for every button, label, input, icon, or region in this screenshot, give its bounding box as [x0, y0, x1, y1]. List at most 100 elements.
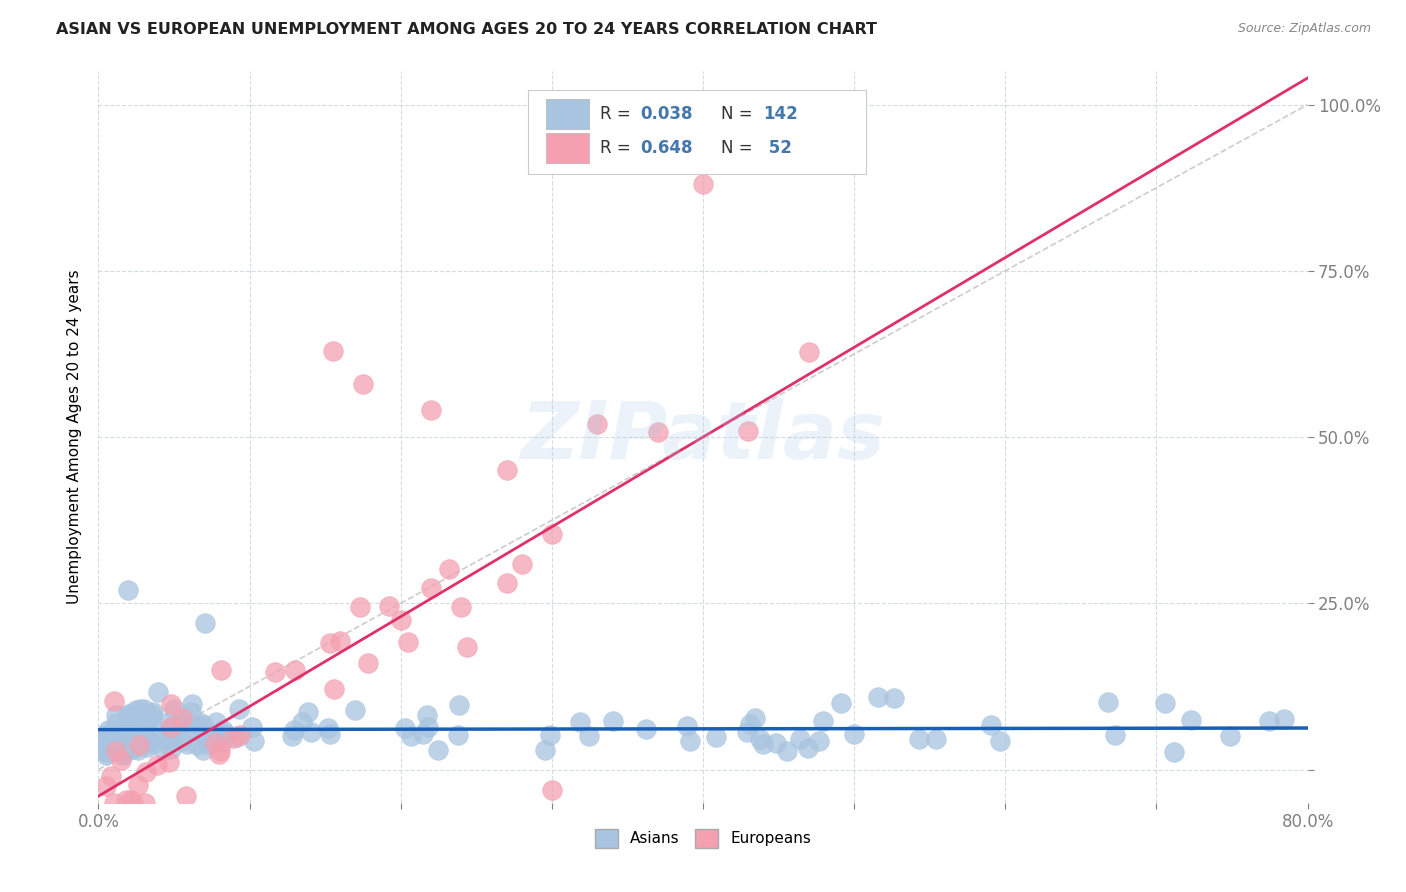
Point [349, 599, 371, 614]
Point [115, 709, 138, 723]
Point [534, 743, 557, 757]
Point [211, 735, 233, 749]
FancyBboxPatch shape [527, 90, 866, 174]
Point [146, 685, 169, 699]
Point [104, 744, 127, 758]
Point [152, 731, 174, 745]
Point [122, 796, 145, 810]
Point [197, 737, 219, 751]
Point [988, 734, 1011, 748]
Point [94, 730, 117, 744]
Point [146, 757, 169, 772]
Point [103, 796, 125, 810]
Point [141, 706, 163, 721]
Point [118, 723, 141, 738]
Point [174, 789, 197, 803]
Point [94, 744, 117, 758]
Point [676, 719, 699, 733]
Point [319, 727, 342, 741]
Point [343, 703, 366, 717]
Point [240, 720, 263, 734]
Point [284, 664, 307, 678]
Legend: Asians, Europeans: Asians, Europeans [589, 822, 817, 854]
Point [104, 716, 127, 731]
Point [134, 735, 156, 749]
Point [883, 691, 905, 706]
Point [225, 730, 247, 744]
Point [399, 729, 422, 743]
Point [495, 576, 517, 591]
Point [215, 727, 238, 741]
Point [141, 737, 163, 751]
Point [127, 743, 149, 757]
Point [135, 711, 157, 725]
Point [204, 736, 226, 750]
Point [1219, 729, 1241, 743]
Point [243, 733, 266, 747]
Point [100, 732, 122, 747]
Point [221, 731, 243, 745]
Point [228, 728, 250, 742]
Point [352, 376, 374, 391]
Point [141, 711, 163, 725]
Point [297, 705, 319, 719]
Point [115, 734, 138, 748]
Point [186, 723, 208, 738]
Point [692, 178, 714, 192]
Point [121, 741, 143, 756]
Point [420, 581, 443, 595]
Point [319, 636, 342, 650]
Point [704, 730, 727, 744]
Text: N =: N = [721, 139, 758, 157]
Point [412, 727, 434, 741]
Text: 0.648: 0.648 [640, 139, 693, 157]
Point [538, 729, 561, 743]
Point [160, 697, 183, 711]
Point [184, 718, 207, 732]
Point [103, 723, 125, 738]
Point [813, 714, 835, 728]
Point [418, 720, 440, 734]
Point [153, 733, 176, 747]
FancyBboxPatch shape [546, 133, 589, 163]
Text: 52: 52 [763, 139, 793, 157]
Point [112, 738, 135, 752]
Text: Source: ZipAtlas.com: Source: ZipAtlas.com [1237, 22, 1371, 36]
Text: 142: 142 [763, 105, 799, 123]
Point [162, 702, 184, 716]
Point [153, 743, 176, 757]
Point [180, 705, 202, 719]
Point [908, 732, 931, 747]
Point [586, 417, 609, 431]
Point [578, 730, 600, 744]
Point [173, 715, 195, 730]
Point [1258, 714, 1281, 728]
Point [160, 721, 183, 735]
Point [108, 722, 131, 736]
Point [111, 745, 134, 759]
Point [1097, 695, 1119, 709]
Point [211, 723, 233, 737]
Text: ZIPatlas: ZIPatlas [520, 398, 886, 476]
Point [323, 682, 346, 697]
Point [135, 719, 157, 733]
Point [437, 561, 460, 575]
Point [208, 747, 231, 761]
Point [751, 737, 773, 751]
Point [124, 739, 146, 754]
Point [125, 739, 148, 753]
Point [138, 734, 160, 748]
Point [450, 599, 472, 614]
Point [316, 721, 339, 735]
Point [842, 727, 865, 741]
Point [415, 708, 437, 723]
Point [172, 710, 194, 724]
Point [540, 526, 562, 541]
Point [136, 739, 159, 754]
Point [139, 719, 162, 733]
Point [749, 731, 772, 746]
Point [1104, 728, 1126, 742]
Point [789, 731, 811, 746]
Point [205, 714, 228, 729]
Point [738, 716, 761, 731]
